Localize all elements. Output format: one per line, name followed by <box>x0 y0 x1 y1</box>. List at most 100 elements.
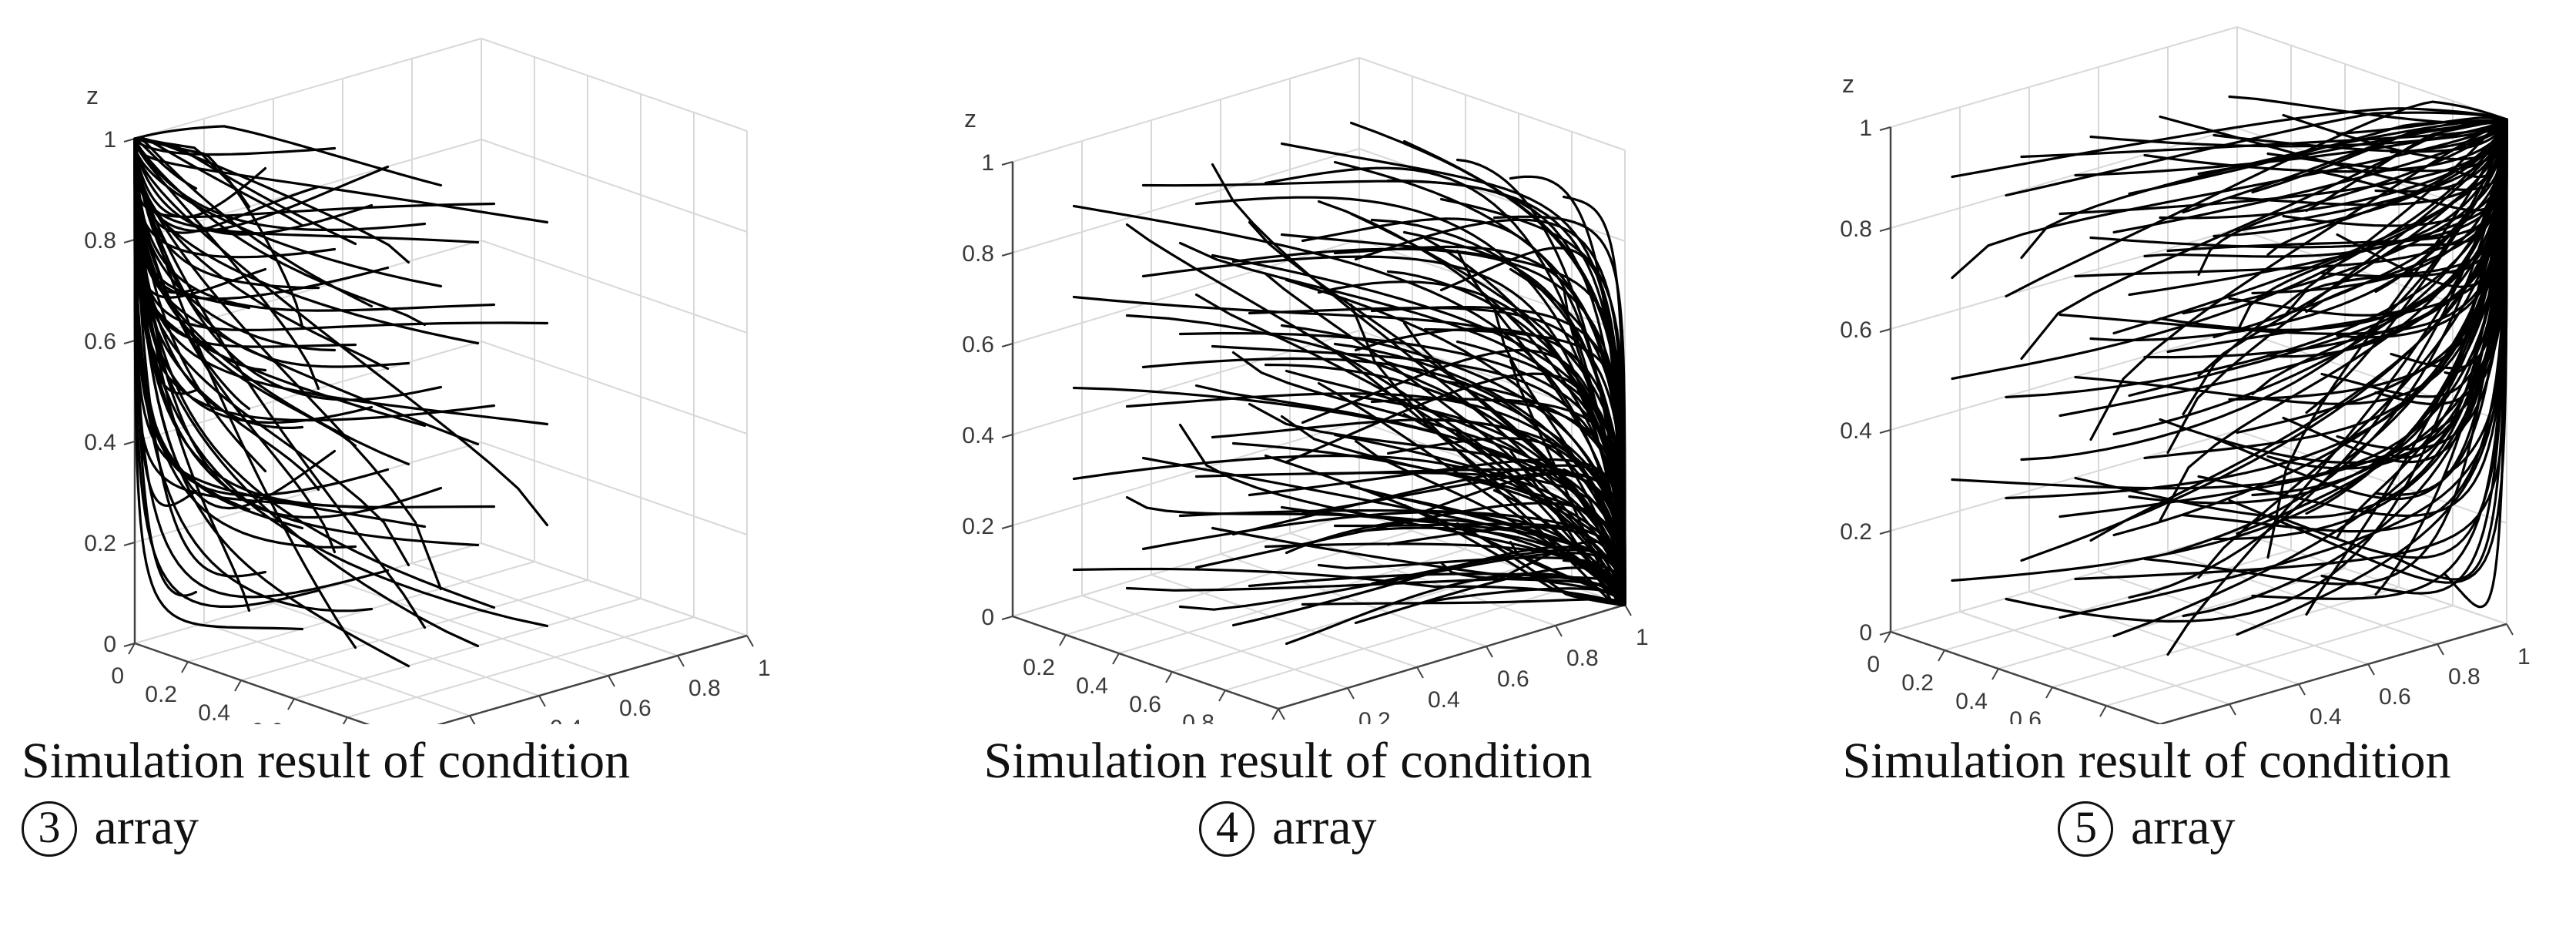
trajectory-line <box>133 137 549 628</box>
y-tick <box>538 695 546 707</box>
x-tick-label: 0.6 <box>251 719 283 724</box>
chart-panel-4: 0.20.40.60.8100.20.40.60.8100.20.40.60.8… <box>859 0 1717 724</box>
y-tick <box>677 655 685 667</box>
y-tick-label: 0.6 <box>1497 666 1529 692</box>
y-tick-label: 0.4 <box>1428 687 1460 713</box>
z-tick <box>1001 252 1013 257</box>
y-tick <box>1347 687 1355 700</box>
z-tick-label: 0 <box>981 605 994 630</box>
gridline <box>2098 571 2369 665</box>
trajectory-line <box>1285 519 1626 606</box>
z-tick <box>123 441 136 445</box>
gridline <box>187 561 535 663</box>
y-tick <box>1278 708 1285 720</box>
gridline <box>347 616 695 718</box>
caption-line: Simulation result of condition <box>983 733 1593 789</box>
chart-3d-plot: 00.20.40.60.8100.20.40.60.8100.20.40.60.… <box>84 38 771 724</box>
y-tick <box>608 675 615 687</box>
gridline <box>1171 567 1519 673</box>
trajectory-line <box>2374 118 2508 496</box>
z-tick <box>1879 631 1891 636</box>
gridline <box>481 341 748 435</box>
gridline <box>134 38 482 139</box>
circled-number-icon: 5 <box>2058 800 2114 857</box>
gridline <box>1358 57 1626 151</box>
z-tick <box>123 643 136 647</box>
trajectory-line <box>133 137 443 401</box>
trajectory-line <box>2236 118 2508 334</box>
trajectory-line <box>2005 100 2508 298</box>
x-axis-line <box>1890 630 2161 724</box>
caption-word: array <box>1271 798 1377 855</box>
x-tick-label: 0.6 <box>2009 707 2042 724</box>
gridline <box>1012 421 1360 526</box>
z-tick <box>1001 525 1013 529</box>
z-tick <box>1879 328 1891 333</box>
y-tick-label: 0.4 <box>550 716 582 724</box>
trajectory-line <box>133 137 549 527</box>
trajectory-line <box>2444 118 2508 375</box>
z-tick-label: 0.4 <box>84 430 116 455</box>
gridline <box>2236 329 2507 423</box>
y-tick <box>1624 604 1632 616</box>
trajectory-line <box>2305 118 2508 213</box>
gridline <box>134 341 482 442</box>
z-tick-label: 1 <box>1859 116 1872 141</box>
gridline <box>134 441 482 543</box>
caption-line: Simulation result of condition <box>22 733 631 789</box>
z-tick <box>1001 161 1013 166</box>
gridline <box>1890 329 2238 431</box>
z-tick-label: 0 <box>1859 620 1872 646</box>
axes-group <box>123 138 754 724</box>
trajectory-line <box>2444 118 2508 475</box>
circled-number-icon: 4 <box>1199 800 1255 857</box>
trajectory-series <box>1072 121 1626 646</box>
z-tick <box>123 542 136 546</box>
chart-3d-plot: 0.20.40.60.8100.20.40.60.8100.20.40.60.8… <box>962 57 1649 724</box>
caption-4: Simulation result of condition 4 array <box>859 728 1717 861</box>
y-tick-label: 0.6 <box>619 696 652 721</box>
circled-number-icon: 3 <box>22 800 77 857</box>
x-tick <box>234 680 242 692</box>
trajectory-line <box>133 137 480 345</box>
trajectory-series <box>133 125 549 668</box>
chart-panel-5: 00.20.40.60.8100.20.40.60.8100.20.40.60.… <box>1717 0 2576 724</box>
x-tick <box>287 698 295 710</box>
gridline <box>1959 611 2230 705</box>
tick-labels: 0.20.40.60.8100.20.40.60.8100.20.40.60.8… <box>962 105 1648 724</box>
x-tick-label: 0.2 <box>1023 655 1055 680</box>
x-tick-label: 0.4 <box>1955 689 1988 714</box>
trajectory-line <box>133 137 427 231</box>
gridline <box>1065 530 1413 636</box>
trajectory-line <box>1562 195 1626 606</box>
x-axis-line <box>1012 615 1279 710</box>
gridline <box>481 139 748 233</box>
tick-labels: 00.20.40.60.8100.20.40.60.8100.20.40.60.… <box>1840 70 2530 724</box>
y-axis-line <box>437 634 748 724</box>
trajectory-line <box>1072 204 1626 606</box>
y-tick <box>2437 643 2444 656</box>
y-tick-label: 1 <box>2517 644 2531 670</box>
gridline <box>203 623 471 717</box>
trajectory-line <box>133 137 267 578</box>
x-tick-label: 0.4 <box>198 700 230 724</box>
caption-word: array <box>2130 798 2236 855</box>
z-tick <box>1879 227 1891 232</box>
x-tick-label: 0 <box>1867 652 1880 677</box>
x-tick <box>1271 708 1279 720</box>
y-axis-line <box>1278 603 1626 710</box>
axes-group <box>1001 161 1632 720</box>
y-tick <box>746 635 754 647</box>
chart-panel-3: 00.20.40.60.8100.20.40.60.8100.20.40.60.… <box>0 0 859 724</box>
trajectory-line <box>133 137 480 244</box>
z-tick <box>1879 126 1891 131</box>
z-tick-label: 0.2 <box>1840 519 1872 545</box>
trajectory-line <box>1386 437 1626 606</box>
trajectory-line <box>133 136 410 264</box>
trajectory-line <box>133 137 480 547</box>
z-tick <box>1879 429 1891 434</box>
y-tick <box>2506 623 2514 636</box>
gridline <box>293 598 641 700</box>
gridline <box>240 579 588 681</box>
gridline <box>1118 549 1466 654</box>
